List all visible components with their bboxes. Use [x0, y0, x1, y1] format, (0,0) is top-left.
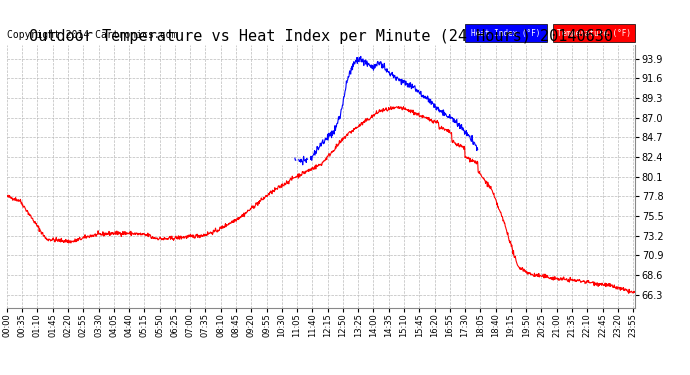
Text: Heat Index (°F): Heat Index (°F)	[471, 29, 541, 38]
FancyBboxPatch shape	[465, 24, 547, 42]
FancyBboxPatch shape	[553, 24, 635, 42]
Text: Temperature (°F): Temperature (°F)	[557, 29, 631, 38]
Title: Outdoor Temperature vs Heat Index per Minute (24 Hours) 20140630: Outdoor Temperature vs Heat Index per Mi…	[29, 29, 613, 44]
Text: Copyright 2014 Cartronics.com: Copyright 2014 Cartronics.com	[7, 30, 177, 40]
